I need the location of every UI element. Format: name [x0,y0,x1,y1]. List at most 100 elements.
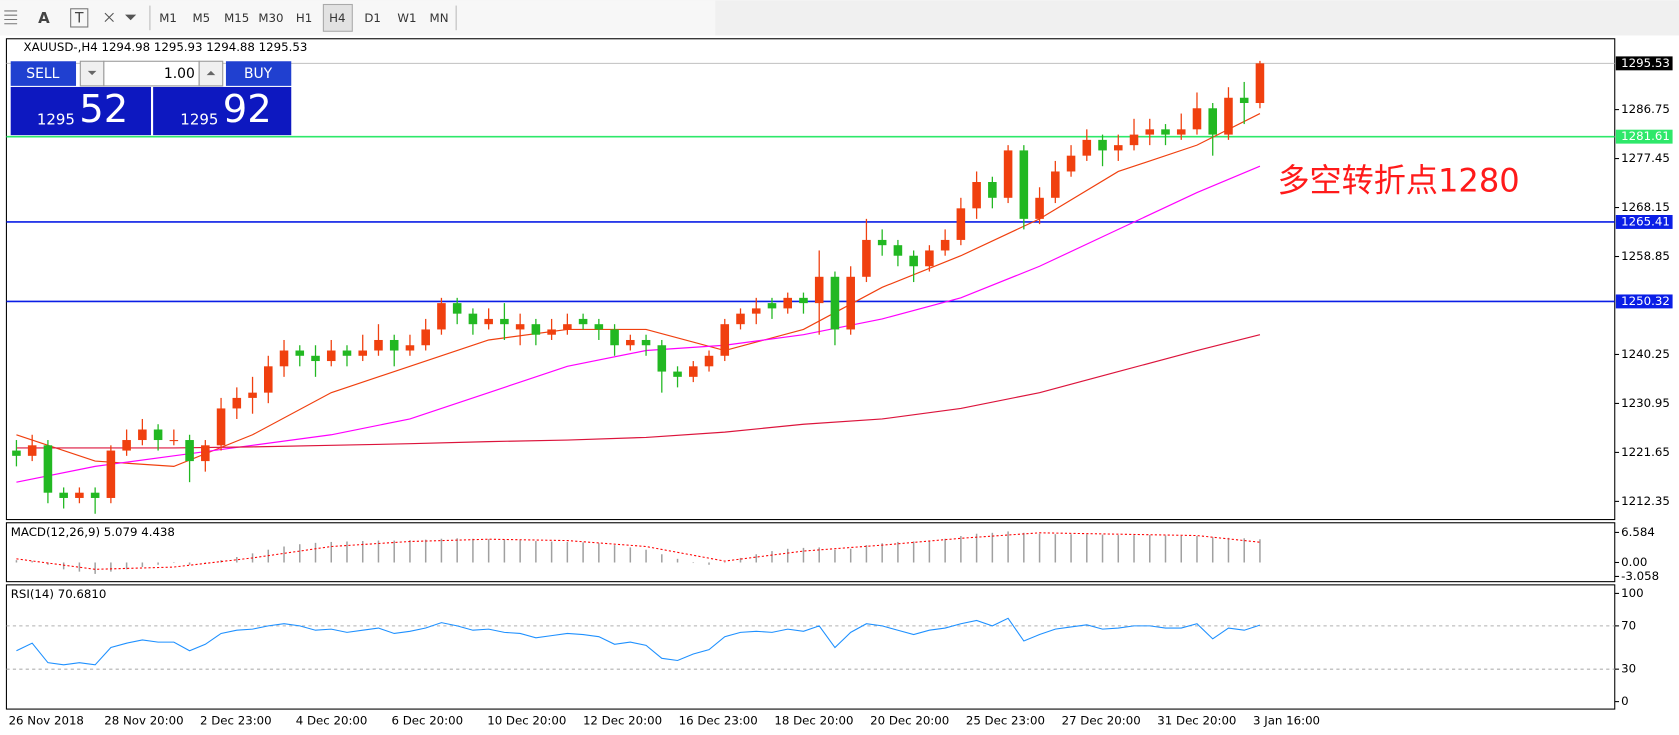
bid-big: 1295 [37,111,75,129]
y-tick-label: 30 [1621,662,1636,676]
macd-bar [110,562,112,572]
candle-body [940,239,950,251]
candle-body [641,339,651,346]
candle-body [1192,108,1202,130]
x-tick-label: 2 Dec 23:00 [200,713,272,727]
macd-bar [299,544,301,563]
tool-label[interactable]: T [74,10,84,26]
macd-bar [755,554,757,563]
macd-bar [1070,534,1072,563]
candle-body [862,239,871,277]
lot-input[interactable] [103,60,200,87]
macd-bar [802,547,805,563]
candle-body [452,303,462,314]
macd-bar [928,540,931,563]
candle-body [1239,97,1249,104]
current-price-bg [1615,56,1673,71]
candle-body [515,324,525,330]
ask-big: 1295 [180,111,218,129]
candle-body [925,250,934,267]
candle-body [1208,108,1218,135]
timeframe-button[interactable]: W1 [397,11,416,25]
timeframe-button[interactable]: MN [430,11,449,25]
macd-bar [125,562,128,570]
icon-shapes[interactable] [104,12,137,23]
y-tick-label: 1268.15 [1621,200,1670,214]
candle-body [232,397,242,409]
bid-box[interactable] [10,86,151,136]
candle-body [216,408,226,446]
candle-body [153,429,163,441]
timeframe-button[interactable]: M30 [258,11,283,25]
candle-body [767,303,777,309]
macd-bar [849,548,852,563]
macd-bar [991,532,994,563]
candle-body [626,339,635,346]
timeframe-button[interactable]: M1 [159,11,177,25]
timeframe-button[interactable]: H4 [329,11,345,25]
ask-small: 92 [223,87,272,132]
candle-body [295,350,305,356]
y-tick-label: 1286.75 [1621,102,1670,116]
macd-bar [424,539,427,563]
candle-body [689,366,698,377]
moving-average [16,113,1261,467]
macd-bar [487,539,490,563]
sell-label[interactable]: SELL [26,66,59,82]
candle-body [1176,129,1186,135]
timeframe-button[interactable]: M5 [192,11,210,25]
ask-box[interactable] [153,86,292,136]
macd-bar [1227,537,1230,563]
y-tick-label: 1240.25 [1621,347,1670,361]
macd-bar [188,562,191,565]
candle-body [1019,150,1029,219]
buy-label[interactable]: BUY [244,66,273,82]
macd-bar [346,541,348,563]
macd-bar [582,542,584,563]
candle-body [500,318,509,325]
tool-text[interactable]: A [38,9,50,27]
y-tick-label: 100 [1621,586,1643,600]
candle-body [122,440,131,451]
y-tick-label: -3.058 [1621,569,1659,583]
macd-bar [1007,531,1009,563]
macd-bar [236,557,238,563]
macd-bar [173,562,175,564]
level-label: 1250.32 [1621,294,1670,308]
x-tick-label: 20 Dec 20:00 [870,713,949,727]
timeframe-button[interactable]: H1 [296,11,312,25]
candle-body [578,318,588,325]
candle-body [342,350,352,356]
candle-body [169,440,179,442]
lot-value[interactable]: 1.00 [164,66,195,82]
level-label: 1265.41 [1621,214,1670,228]
y-tick-label: 6.584 [1621,525,1655,539]
macd-bar [314,542,317,563]
level-label-bg [1615,294,1673,309]
candle-body [893,245,903,256]
panel-title: XAUUSD-,H4 1294.98 1295.93 1294.88 1295.… [24,40,308,54]
x-tick-label: 26 Nov 2018 [9,713,84,727]
candle-body [799,297,808,304]
macd-bar [361,541,364,563]
candle-body [468,313,478,325]
timeframe-button[interactable]: M15 [224,11,249,25]
macd-bar [897,541,899,563]
candle-body [909,255,918,267]
macd-bar [1243,538,1245,563]
x-tick-label: 25 Dec 23:00 [966,713,1045,727]
candle-body [783,297,793,309]
macd-bar [661,554,663,563]
current-price-label: 1295.53 [1621,56,1670,70]
candle-body [547,329,556,335]
timeframe-button[interactable]: D1 [364,11,381,25]
candle-body [138,429,147,441]
x-tick-label: 28 Nov 20:00 [104,713,183,727]
candle-body [1051,171,1060,198]
rsi-panel [5,584,1616,710]
sell-button[interactable] [10,61,77,86]
buy-button[interactable] [225,61,292,86]
candle-body [956,208,966,240]
candle-body [389,339,399,351]
